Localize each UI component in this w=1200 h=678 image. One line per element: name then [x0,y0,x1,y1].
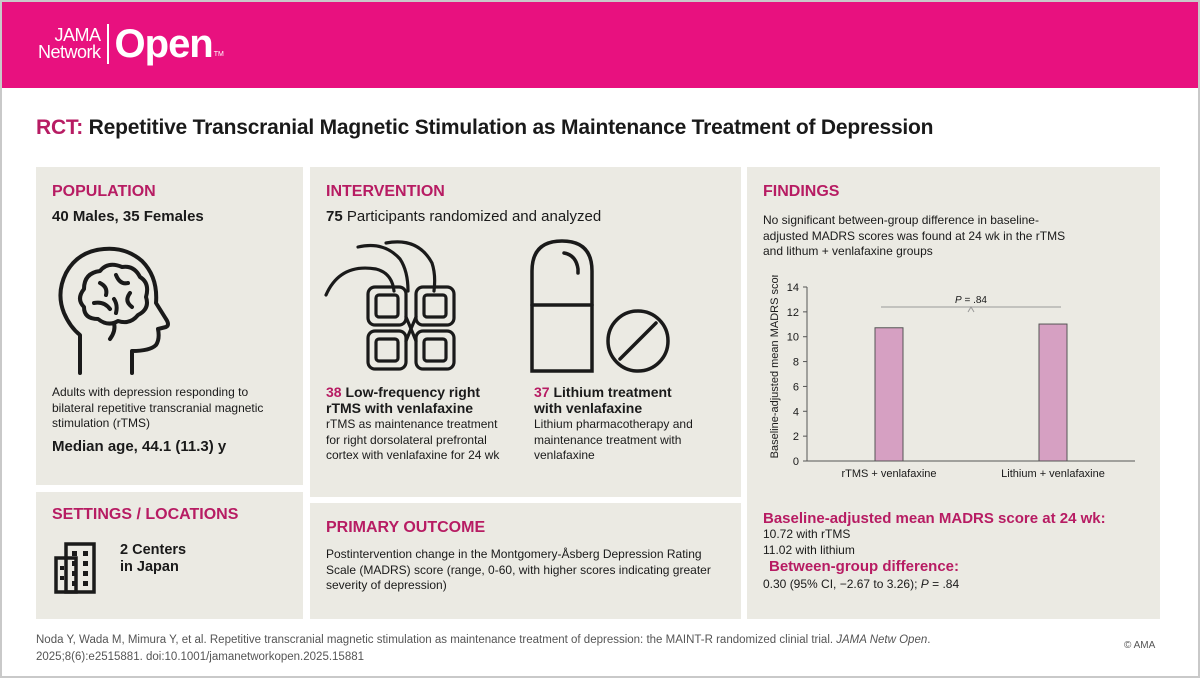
arm1-title-line1: Low-frequency right [345,384,481,400]
logo-open: Open [114,22,214,66]
settings-line2: in Japan [120,559,179,575]
arm1-title-line2: rTMS with venlafaxine [326,400,474,416]
building-icon [54,542,96,594]
copyright: © AMA [1124,640,1156,651]
outcome-panel: PRIMARY OUTCOME Postintervention change … [310,503,741,619]
jama-network-open-logo: JAMA Network Open TM [38,24,224,64]
settings-heading: SETTINGS / LOCATIONS [52,506,239,523]
population-heading: POPULATION [52,183,156,200]
citation-suffix: . 2025;8(6):e2515881. doi:10.1001/jamane… [36,634,931,663]
intervention-panel: INTERVENTION 75 Participants randomized … [310,167,741,497]
citation-journal: JAMA Netw Open [836,634,928,646]
intervention-count-number: 75 [326,208,343,225]
arm2-title-line2: with venlafaxine [534,400,643,416]
title-prefix: RCT: [36,116,84,139]
page-title: RCT: Repetitive Transcranial Magnetic St… [36,116,934,140]
result-rtms: 10.72 with rTMS [763,527,851,541]
y-tick-label: 12 [787,307,799,319]
result-lithium: 11.02 with lithium [763,543,855,557]
logo-divider [106,24,109,64]
intervention-count: 75 Participants randomized and analyzed [326,208,601,225]
findings-heading: FINDINGS [763,183,840,200]
diff-p-value: = .84 [928,577,960,591]
arm1-description: rTMS as maintenance treatment for right … [326,417,500,462]
intervention-heading: INTERVENTION [326,183,445,200]
population-description: Adults with depression responding to bil… [52,385,264,430]
title-text: Repetitive Transcranial Magnetic Stimula… [88,116,934,139]
x-tick-label: Lithium + venlafaxine [1001,468,1105,480]
diff-heading: Between-group difference: [769,558,960,575]
arm2-n: 37 [534,384,550,400]
madrs-bar-chart: Baseline-adjusted mean MADRS score 0 2 4 6 8… [769,275,1135,480]
rtms-coil-icon [324,240,456,371]
result-heading: Baseline-adjusted mean MADRS score at 24… [763,510,1106,527]
settings-panel: SETTINGS / LOCATIONS 2 Centers in Japan [36,492,303,619]
head-brain-icon [58,246,170,375]
diff-value-text: 0.30 (95% CI, −2.67 to 3.26); [763,577,921,591]
y-tick-label: 14 [787,282,799,294]
logo-tm: TM [213,51,224,58]
bracket-caret [967,306,975,313]
citation-prefix: Noda Y, Wada M, Mimura Y, et al. Repetit… [36,634,837,646]
y-tick-label: 4 [793,406,799,418]
arm1-title: 38 Low-frequency right rTMS with venlafa… [326,384,480,416]
diff-p-label: P [920,577,929,591]
arm1-n: 38 [326,384,342,400]
y-axis-label: Baseline-adjusted mean MADRS score [769,275,781,458]
p-value-annotation: P = .84 [955,295,987,306]
outcome-description: Postintervention change in the Montgomer… [326,547,711,592]
population-median-age: Median age, 44.1 (11.3) y [52,438,227,455]
y-tick-label: 6 [793,381,799,393]
arm2-title: 37 Lithium treatment with venlafaxine [534,384,672,416]
bar [1038,323,1068,462]
logo-jama: JAMA [54,25,102,45]
header-banner: JAMA Network Open TM [0,0,1200,88]
outcome-heading: PRIMARY OUTCOME [326,519,486,536]
settings-line1: 2 Centers [120,542,187,558]
population-panel: POPULATION 40 Males, 35 Females Adults w… [36,167,303,485]
y-tick-label: 0 [793,456,799,468]
y-tick-label: 10 [787,332,799,344]
citation: Noda Y, Wada M, Mimura Y, et al. Repetit… [36,632,1036,666]
bar [874,327,904,462]
y-tick-label: 2 [793,431,799,443]
y-tick-label: 8 [793,357,799,369]
pill-icon [530,239,670,373]
diff-value: 0.30 (95% CI, −2.67 to 3.26); P = .84 [763,577,959,593]
arm2-title-line1: Lithium treatment [553,384,672,400]
x-tick-label: rTMS + venlafaxine [841,468,936,480]
intervention-count-text: Participants randomized and analyzed [346,208,602,225]
content-frame [0,88,1200,678]
logo-network: Network [38,42,101,62]
arm2-description: Lithium pharmacotherapy and maintenance … [534,417,693,462]
population-count: 40 Males, 35 Females [52,208,204,225]
findings-panel: FINDINGS No significant between-group di… [747,167,1160,619]
findings-summary: No significant between-group difference … [763,213,1066,258]
